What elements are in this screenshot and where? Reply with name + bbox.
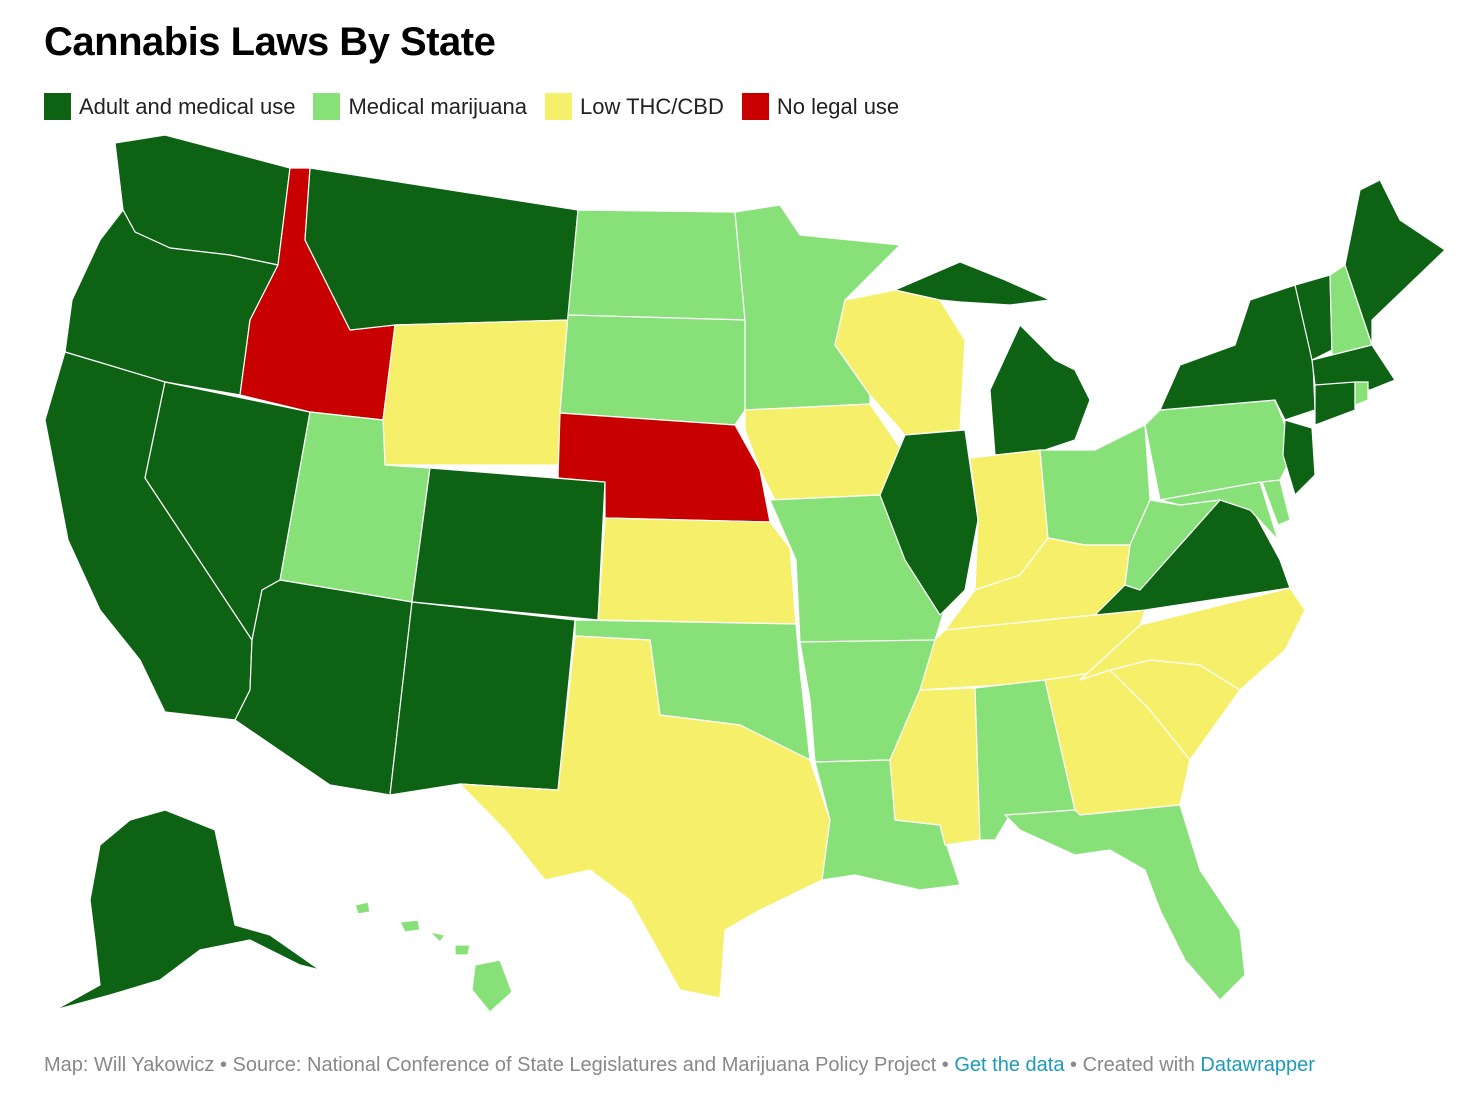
state-nm[interactable] [389,601,576,796]
datawrapper-link[interactable]: Datawrapper [1200,1054,1315,1076]
legend-swatch-no-legal [741,93,769,120]
state-ma[interactable] [1311,344,1396,391]
legend-label-medical: Medical marijuana [348,93,527,119]
state-nd[interactable] [567,209,746,321]
state-ia[interactable] [744,403,906,501]
state-mt[interactable] [304,167,579,331]
legend-item-adult: Adult and medical use [44,93,295,120]
map-title: Cannabis Laws By State [44,20,496,64]
state-fl[interactable] [1004,804,1246,1001]
get-the-data-link[interactable]: Get the data [954,1054,1065,1076]
state-az[interactable] [234,579,413,796]
state-wy[interactable] [382,319,569,466]
state-co[interactable] [411,467,606,621]
state-il[interactable] [879,429,979,616]
state-tx[interactable] [459,635,831,999]
state-me[interactable] [1344,179,1446,346]
legend-label-low-thc: Low THC/CBD [580,93,724,119]
state-ks[interactable] [597,517,797,625]
state-wv[interactable] [1124,499,1221,591]
state-nj[interactable] [1282,419,1316,496]
state-ak[interactable] [54,809,321,1011]
legend-item-low-thc: Low THC/CBD [545,93,724,120]
state-de[interactable] [1261,479,1291,526]
state-sd[interactable] [559,314,746,426]
legend-item-medical: Medical marijuana [313,93,527,120]
legend-swatch-medical [313,93,341,120]
state-mi-upper[interactable] [894,261,1051,306]
legend-label-adult: Adult and medical use [79,93,296,119]
state-nc[interactable] [1079,587,1306,691]
footer-credit-text: Map: Will Yakowicz • Source: National Co… [44,1054,955,1076]
legend: Adult and medical use Medical marijuana … [44,93,899,120]
state-hi[interactable] [354,901,513,1013]
legend-label-no-legal: No legal use [776,93,900,119]
state-md[interactable] [1159,481,1279,541]
state-ct[interactable] [1314,381,1356,426]
footer-sep: • Created with [1064,1054,1201,1076]
state-ri[interactable] [1354,381,1369,406]
legend-swatch-low-thc [545,93,572,120]
state-tn[interactable] [919,609,1146,691]
state-mi[interactable] [989,324,1091,456]
legend-swatch-adult [44,93,71,120]
legend-item-no-legal: No legal use [741,93,900,120]
footer-credit: Map: Will Yakowicz • Source: National Co… [44,1054,1315,1077]
state-ny[interactable] [1159,284,1316,421]
